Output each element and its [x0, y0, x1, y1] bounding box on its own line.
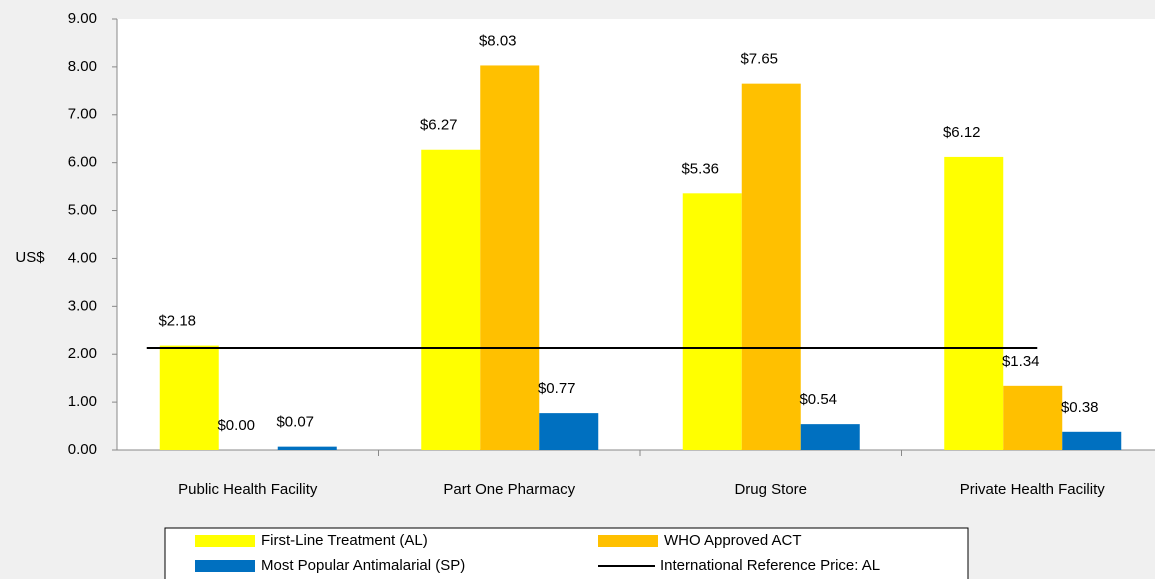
legend-label: WHO Approved ACT	[664, 532, 802, 549]
legend-label: First-Line Treatment (AL)	[261, 532, 428, 549]
value-label: $0.77	[538, 380, 576, 397]
value-label: $0.38	[1061, 399, 1099, 416]
legend-swatch	[195, 535, 255, 547]
value-label: $7.65	[740, 51, 778, 68]
y-axis-label: US$	[15, 249, 45, 266]
value-label: $0.54	[799, 391, 837, 408]
x-tick-label: Drug Store	[734, 481, 807, 498]
bar	[682, 193, 742, 450]
y-tick-label: 3.00	[68, 297, 97, 314]
value-label: $6.12	[943, 124, 981, 141]
y-tick-label: 2.00	[68, 345, 97, 362]
y-tick-label: 9.00	[68, 10, 97, 27]
y-tick-label: 5.00	[68, 202, 97, 219]
bar	[800, 424, 860, 450]
x-tick-label: Public Health Facility	[178, 481, 318, 498]
y-tick-label: 7.00	[68, 106, 97, 123]
legend-label: Most Popular Antimalarial (SP)	[261, 557, 465, 574]
value-label: $8.03	[479, 32, 517, 49]
x-tick-label: Private Health Facility	[960, 481, 1106, 498]
bar	[159, 345, 219, 450]
legend	[164, 527, 969, 579]
bar	[480, 65, 540, 451]
value-label: $0.07	[276, 414, 314, 431]
bar	[421, 149, 481, 450]
y-tick-label: 0.00	[68, 441, 97, 458]
x-tick-label: Part One Pharmacy	[443, 481, 575, 498]
y-tick-label: 1.00	[68, 393, 97, 410]
bar	[1062, 431, 1122, 450]
bar	[277, 446, 337, 450]
value-label: $5.36	[681, 160, 719, 177]
bar	[944, 156, 1004, 451]
bar	[539, 413, 599, 450]
y-tick-label: 8.00	[68, 58, 97, 75]
bar	[741, 83, 801, 451]
y-tick-label: 4.00	[68, 249, 97, 266]
value-label: $6.27	[420, 117, 458, 134]
legend-label: International Reference Price: AL	[660, 557, 880, 574]
legend-swatch	[195, 560, 255, 572]
value-label: $0.00	[217, 417, 255, 434]
y-tick-label: 6.00	[68, 154, 97, 171]
bar	[1003, 385, 1063, 450]
value-label: $1.34	[1002, 353, 1040, 370]
value-label: $2.18	[158, 313, 196, 330]
legend-swatch	[598, 535, 658, 547]
